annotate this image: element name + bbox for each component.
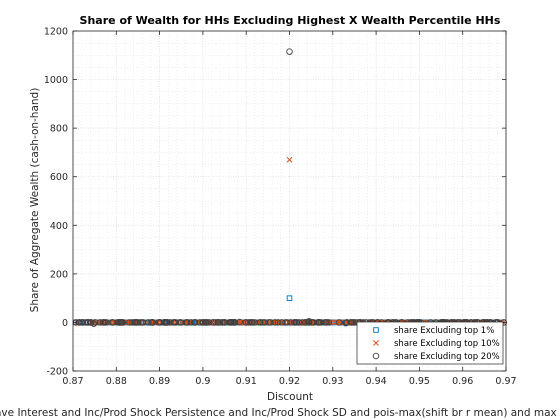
data-point: [315, 319, 323, 326]
x-tick-label: 0.97: [495, 376, 516, 387]
data-point: [322, 319, 330, 326]
data-point: [116, 319, 123, 326]
data-point: [90, 320, 98, 327]
data-point: [348, 319, 356, 326]
x-tick-label: 0.89: [149, 376, 170, 387]
y-tick-label: 1200: [44, 27, 68, 38]
data-point: [200, 319, 207, 326]
data-point: [335, 319, 343, 326]
data-point: [219, 319, 226, 326]
x-tick-label: 0.9: [195, 376, 210, 387]
data-point: [157, 319, 164, 326]
x-tick-label: 0.91: [236, 376, 257, 387]
data-point: [212, 319, 219, 326]
data-point: [216, 319, 224, 326]
data-point: [286, 295, 293, 301]
data-point: [245, 319, 252, 326]
chart-title: Share of Wealth for HHs Excluding Highes…: [80, 14, 501, 27]
data-point: [119, 319, 126, 326]
x-axis-label: Discount: [267, 391, 313, 403]
data-point: [286, 48, 293, 55]
data-point: [138, 319, 146, 326]
data-point: [145, 319, 152, 326]
data-point: [203, 319, 210, 326]
legend-marker: [372, 352, 380, 360]
x-tick-label: 0.94: [366, 376, 387, 387]
data-point: [155, 319, 162, 326]
data-point: [78, 319, 85, 326]
y-tick-label: 1000: [44, 75, 68, 86]
legend-entry: share Excluding top 10%: [394, 339, 500, 349]
data-point: [282, 319, 289, 326]
data-point: [100, 319, 108, 326]
legend-box: [356, 321, 504, 365]
legend: share Excluding top 1% share Excluding to…: [356, 321, 504, 365]
x-tick-label: 0.96: [452, 376, 473, 387]
y-tick-label: 200: [50, 269, 68, 280]
y-tick-label: 800: [50, 124, 68, 135]
y-tick-label: 400: [50, 221, 68, 232]
x-tick-label: 0.92: [279, 376, 300, 387]
data-point: [226, 319, 233, 326]
axes: 0.87 0.88 0.89 0.9 0.91 0.92 0.93 0.94 0.95 0.96 0…: [44, 27, 517, 388]
legend-entry: share Excluding top 1%: [394, 326, 494, 336]
data-point: [82, 319, 90, 326]
data-point: [210, 319, 217, 326]
y-tick-label: 600: [50, 172, 68, 183]
data-point: [131, 319, 139, 326]
data-point: [87, 319, 94, 326]
data-point: [190, 319, 198, 326]
data-point: [96, 319, 104, 326]
x-tick-label: 0.93: [322, 376, 343, 387]
data-point: [317, 319, 325, 326]
data-point: [342, 319, 350, 327]
data-point: [229, 319, 237, 326]
data-point: [236, 318, 243, 326]
data-point: [247, 319, 254, 326]
data-point: [325, 319, 333, 326]
data-point: [337, 319, 344, 326]
data-point: [249, 319, 256, 326]
grid: [72, 30, 507, 372]
data-point: [149, 319, 156, 326]
x-tick-label: 0.87: [62, 376, 83, 387]
data-point: [259, 319, 267, 326]
data-point: [267, 319, 274, 326]
data-point: [286, 156, 293, 163]
y-axis-label: Share of Aggregate Wealth (cash-on-hand): [29, 88, 41, 313]
legend-marker: [373, 327, 379, 333]
y-tick-label: 0: [62, 318, 68, 329]
data-point: [257, 319, 264, 326]
data-point: [302, 319, 309, 326]
data-point: [287, 319, 294, 326]
data-point: [176, 319, 183, 326]
data-point: [109, 319, 117, 326]
data-point: [183, 319, 191, 326]
x-tick-label: 0.88: [106, 376, 127, 387]
data-point: [271, 319, 279, 326]
data-point: [134, 319, 142, 326]
data-point: [274, 319, 282, 326]
legend-entry: share Excluding top 20%: [394, 352, 500, 362]
data-point: [187, 319, 195, 326]
bottom-note: ave Interest and Inc/Prod Shock Persiste…: [0, 407, 560, 419]
data-point: [91, 319, 99, 326]
y-tick-label: -200: [46, 367, 68, 378]
legend-marker: [373, 340, 379, 346]
data-point: [291, 319, 298, 326]
data-point: [295, 319, 303, 326]
x-tick-label: 0.95: [409, 376, 430, 387]
data-point: [305, 317, 313, 325]
